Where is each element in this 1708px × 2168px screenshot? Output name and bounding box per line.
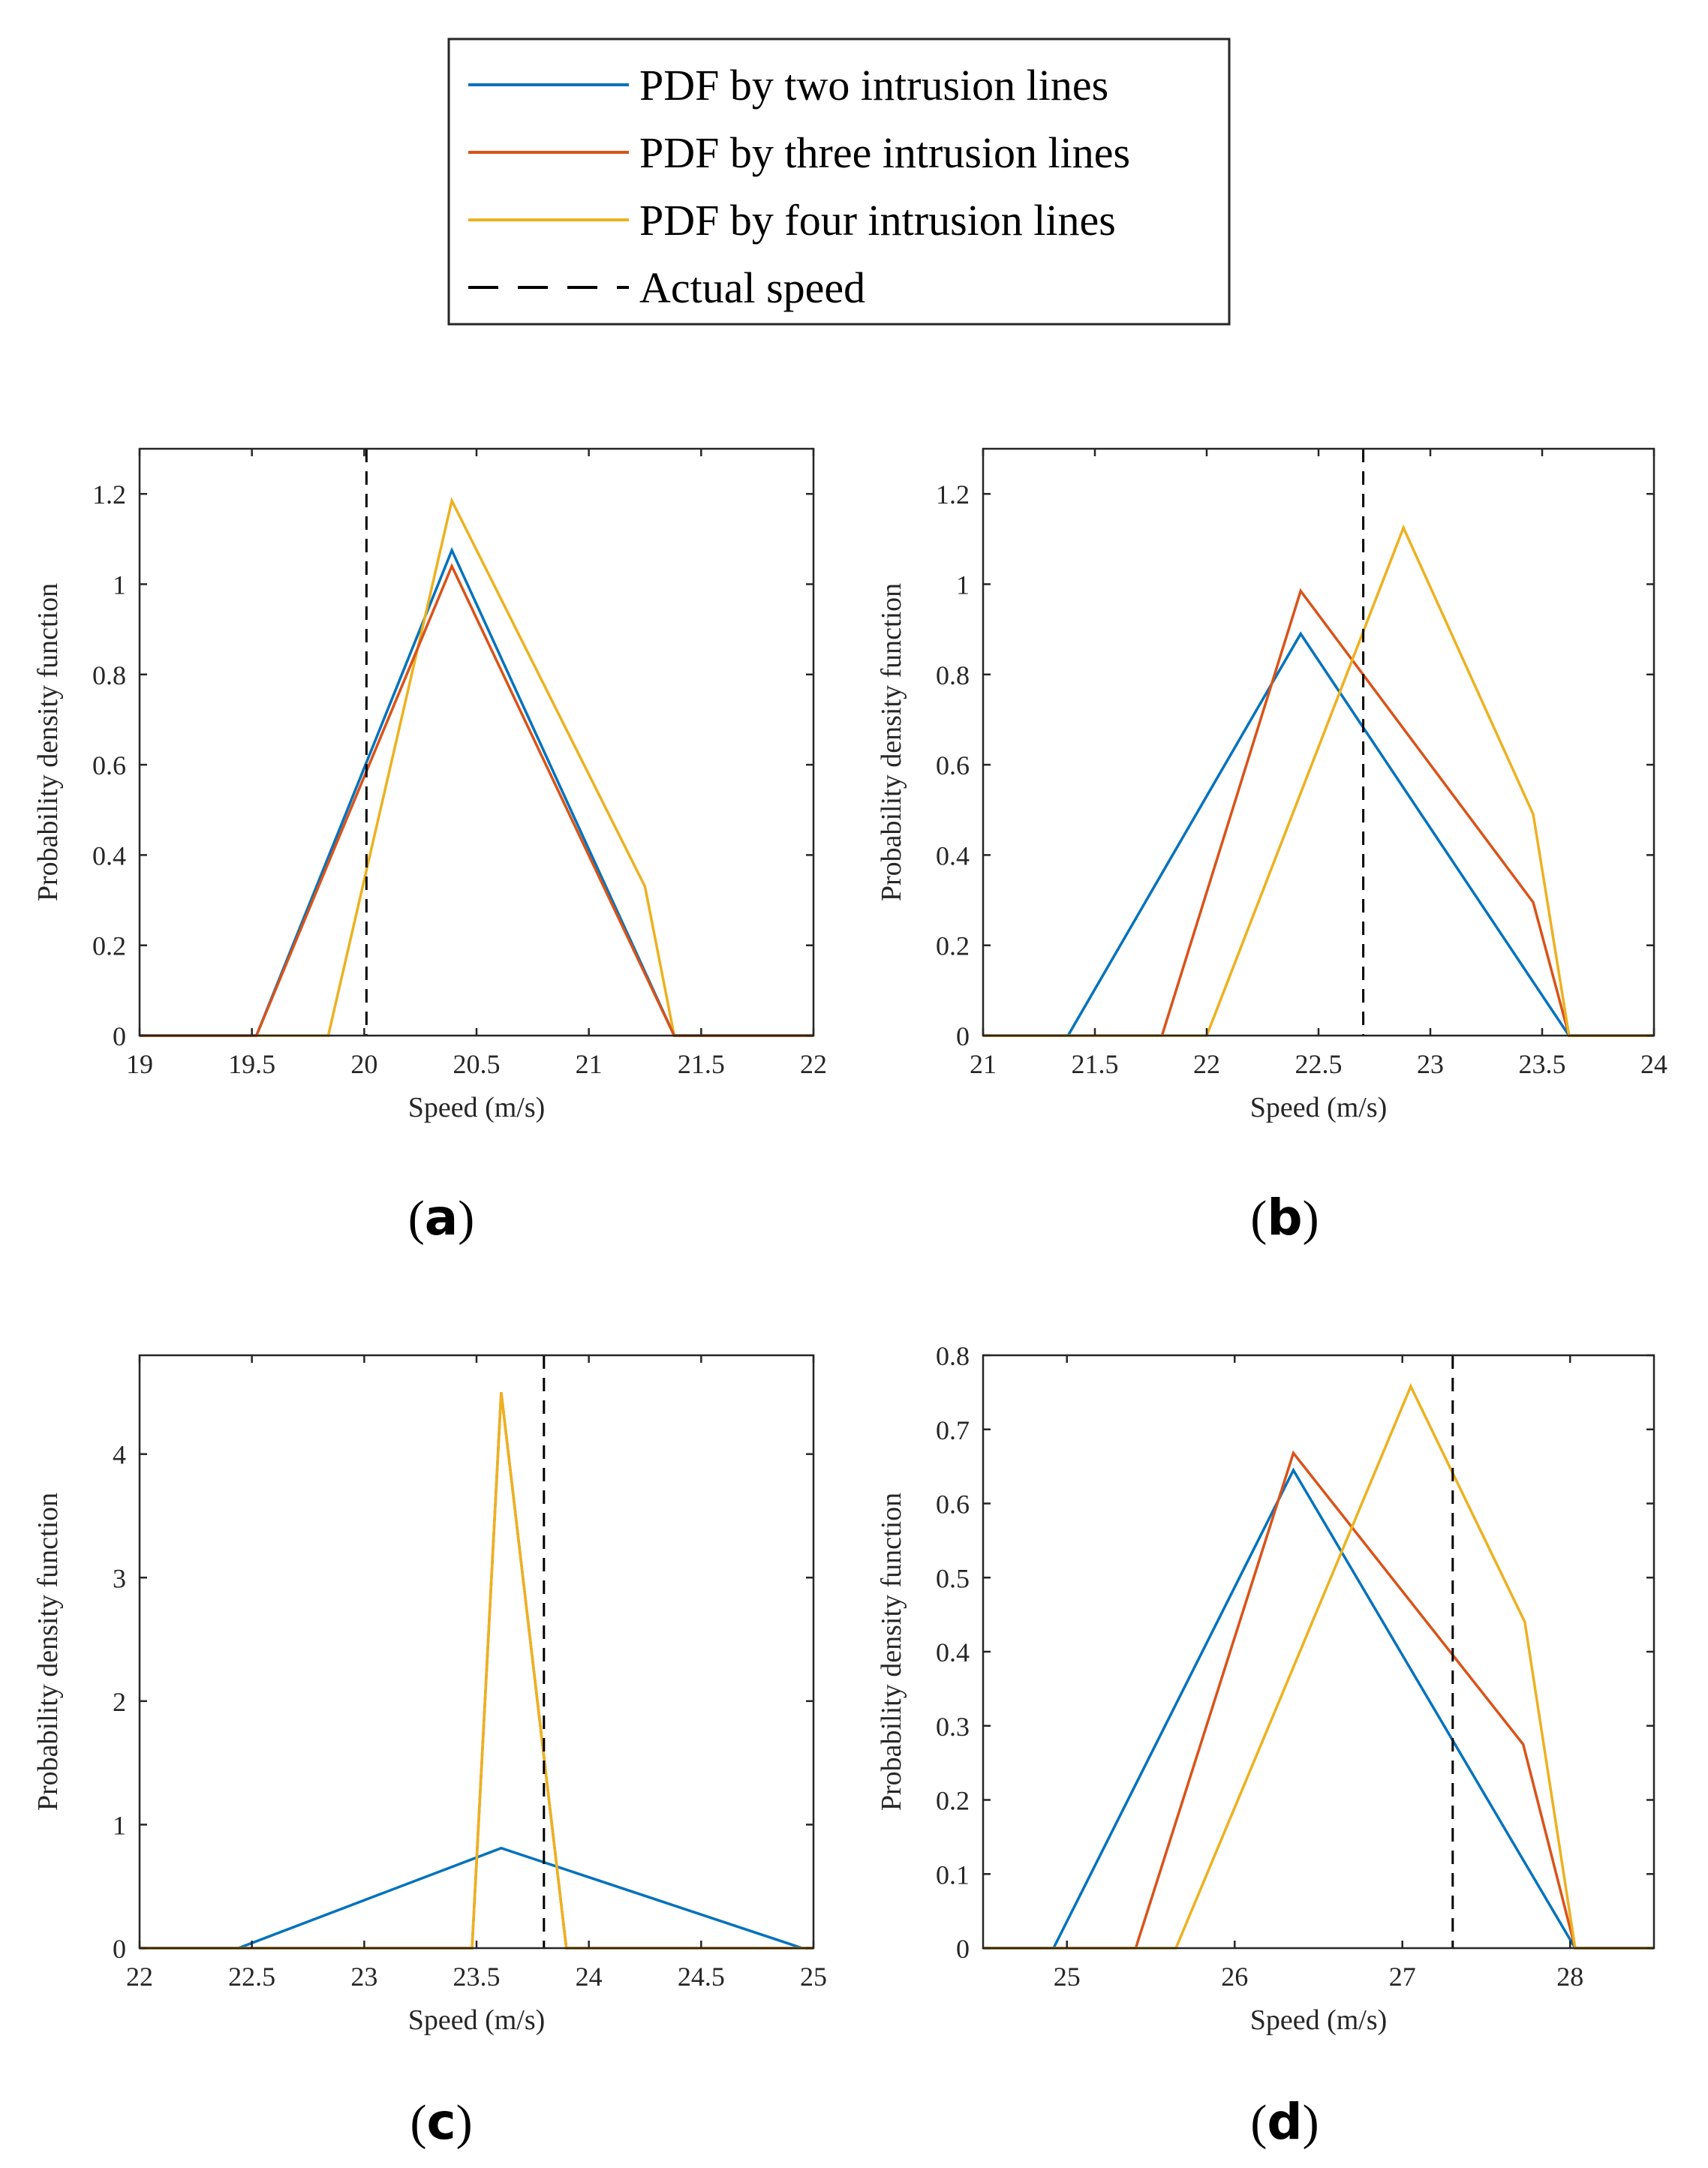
- y-tick-label: 0.3: [936, 1712, 970, 1742]
- x-tick-label: 21: [970, 1049, 997, 1079]
- x-tick-label: 28: [1556, 1962, 1583, 1992]
- x-tick-label: 22: [126, 1962, 153, 1992]
- x-tick-label: 23: [1417, 1049, 1444, 1079]
- legend-entry: PDF by three intrusion lines: [468, 128, 1130, 177]
- x-tick-label: 23: [350, 1962, 377, 1992]
- y-tick-label: 0.8: [92, 660, 126, 690]
- y-tick-label: 0.1: [936, 1860, 970, 1890]
- x-axis-label: Speed (m/s): [408, 1092, 546, 1123]
- x-tick-label: 22: [1193, 1049, 1220, 1079]
- plot-area: [140, 449, 813, 1036]
- x-tick-label: 20: [350, 1049, 377, 1079]
- y-axis-label: Probability density function: [876, 583, 907, 901]
- y-tick-label: 0.2: [92, 931, 126, 961]
- y-tick-label: 1.2: [92, 480, 126, 510]
- x-tick-label: 22.5: [1295, 1049, 1343, 1079]
- y-tick-label: 0.2: [936, 931, 970, 961]
- legend-label: PDF by four intrusion lines: [639, 196, 1116, 245]
- y-tick-label: 0.4: [92, 840, 126, 871]
- x-tick-label: 27: [1389, 1962, 1416, 1992]
- x-tick-label: 19: [126, 1049, 153, 1079]
- x-axis-label: Speed (m/s): [1250, 1092, 1388, 1123]
- plot-area: [983, 449, 1654, 1036]
- x-tick-label: 20.5: [453, 1049, 501, 1079]
- panel-label: (a): [408, 1189, 475, 1246]
- plot-area: [983, 1355, 1654, 1948]
- y-tick-label: 1: [113, 1810, 126, 1840]
- y-tick-label: 0.4: [936, 1637, 970, 1667]
- x-tick-label: 23.5: [1519, 1049, 1566, 1079]
- x-tick-label: 21.5: [678, 1049, 725, 1079]
- x-tick-label: 25: [800, 1962, 827, 1992]
- x-tick-label: 24: [1640, 1049, 1667, 1079]
- legend-label: Actual speed: [639, 263, 865, 312]
- x-tick-label: 22: [800, 1049, 827, 1079]
- y-tick-label: 1: [956, 570, 970, 600]
- panel-label: (d): [1250, 2093, 1319, 2151]
- y-tick-label: 0.6: [936, 1490, 970, 1520]
- y-tick-label: 1: [113, 570, 126, 600]
- panel-label: (b): [1250, 1189, 1319, 1246]
- y-tick-label: 0.5: [936, 1563, 970, 1593]
- x-axis-label: Speed (m/s): [1250, 2004, 1388, 2036]
- y-axis-label: Probability density function: [876, 1493, 907, 1811]
- y-tick-label: 2: [113, 1687, 126, 1717]
- y-tick-label: 0.8: [936, 1341, 970, 1371]
- y-tick-label: 0: [956, 1021, 970, 1051]
- legend-entry: Actual speed: [468, 263, 865, 312]
- x-tick-label: 23.5: [453, 1962, 501, 1992]
- legend-label: PDF by three intrusion lines: [639, 128, 1130, 177]
- legend-entry: PDF by two intrusion lines: [468, 61, 1108, 110]
- y-tick-label: 0.6: [92, 750, 126, 780]
- y-tick-label: 3: [113, 1563, 126, 1593]
- y-tick-label: 0: [956, 1934, 970, 1964]
- x-tick-label: 22.5: [228, 1962, 275, 1992]
- chart-panel-d: 25 26 27 28 0 0.1 0.2 0.3 0.4 0.5 0.6 0.7 0.8 Speed (…: [876, 1341, 1655, 2151]
- y-tick-label: 0.8: [936, 660, 970, 690]
- x-tick-label: 24: [576, 1962, 603, 1992]
- legend-entry: PDF by four intrusion lines: [468, 196, 1116, 245]
- y-tick-label: 1.2: [936, 480, 970, 510]
- y-tick-label: 0.4: [936, 840, 970, 871]
- y-axis-label: Probability density function: [32, 583, 64, 901]
- y-tick-label: 0.7: [936, 1415, 970, 1445]
- y-tick-label: 0.6: [936, 750, 970, 780]
- panel-label: (c): [410, 2093, 472, 2151]
- y-tick-label: 0: [113, 1021, 126, 1051]
- x-tick-label: 26: [1221, 1962, 1248, 1992]
- x-tick-label: 19.5: [228, 1049, 275, 1079]
- x-tick-label: 21: [576, 1049, 603, 1079]
- y-axis-label: Probability density function: [32, 1493, 64, 1811]
- chart-panel-b: 21 21.5 22 22.5 23 23.5 24 0 0.2 0.4 0.6 0.8 1 1.2 Spe…: [876, 447, 1667, 1246]
- legend: PDF by two intrusion lines PDF by three i…: [447, 38, 1231, 326]
- y-tick-label: 0: [113, 1934, 126, 1964]
- x-tick-label: 21.5: [1072, 1049, 1119, 1079]
- y-tick-label: 4: [113, 1440, 126, 1470]
- legend-box: [447, 38, 1231, 326]
- x-tick-label: 25: [1054, 1962, 1081, 1992]
- y-tick-label: 0.2: [936, 1786, 970, 1816]
- legend-label: PDF by two intrusion lines: [639, 61, 1108, 110]
- x-tick-label: 24.5: [678, 1962, 725, 1992]
- chart-panel-a: 19 19.5 20 20.5 21 21.5 22 0 0.2 0.4 0.6 0.8 1 1.2 Spe…: [32, 447, 827, 1246]
- x-axis-label: Speed (m/s): [408, 2004, 546, 2036]
